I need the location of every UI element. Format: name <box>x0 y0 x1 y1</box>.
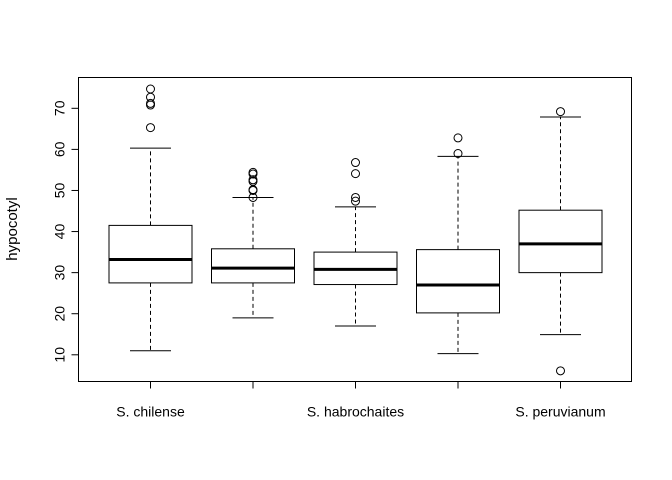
outlier-point <box>351 169 360 179</box>
outlier-point <box>248 167 258 177</box>
y-tick-label: 70 <box>52 100 68 116</box>
x-axis: S. chilense S. habrochaites S. peruvianum <box>116 381 606 420</box>
outlier-point <box>453 133 463 143</box>
outlier-point <box>351 192 360 202</box>
box-2 <box>211 167 295 319</box>
box-4 <box>416 133 500 355</box>
y-axis: 10 20 30 40 50 60 70 <box>52 100 79 363</box>
outlier-point <box>556 107 565 117</box>
y-tick-label: 60 <box>52 141 68 157</box>
y-tick-label: 20 <box>52 306 68 322</box>
outlier-point <box>146 92 155 102</box>
boxes-group <box>108 84 603 376</box>
x-tick-label: S. peruvianum <box>515 404 605 420</box>
box-1 <box>108 84 193 352</box>
y-tick-label: 50 <box>52 182 68 198</box>
iqr-box <box>416 249 500 314</box>
x-tick-label: S. chilense <box>116 404 185 420</box>
y-tick-label: 10 <box>52 347 68 363</box>
outlier-point <box>453 149 463 158</box>
y-axis-label: hypocotyl <box>4 197 21 260</box>
outlier-point <box>248 175 258 185</box>
y-tick-label: 30 <box>52 265 68 281</box>
outlier-point <box>146 84 155 94</box>
iqr-box <box>108 224 193 284</box>
iqr-box <box>211 248 295 284</box>
outlier-point <box>146 98 155 108</box>
outlier-point <box>351 196 360 206</box>
iqr-box <box>518 209 603 274</box>
outlier-point <box>556 366 565 376</box>
outlier-point <box>146 123 155 133</box>
x-tick-label: S. habrochaites <box>307 404 404 420</box>
box-5 <box>518 107 603 376</box>
outlier-point <box>351 158 360 168</box>
y-tick-label: 40 <box>52 224 68 240</box>
box-3 <box>313 158 398 327</box>
